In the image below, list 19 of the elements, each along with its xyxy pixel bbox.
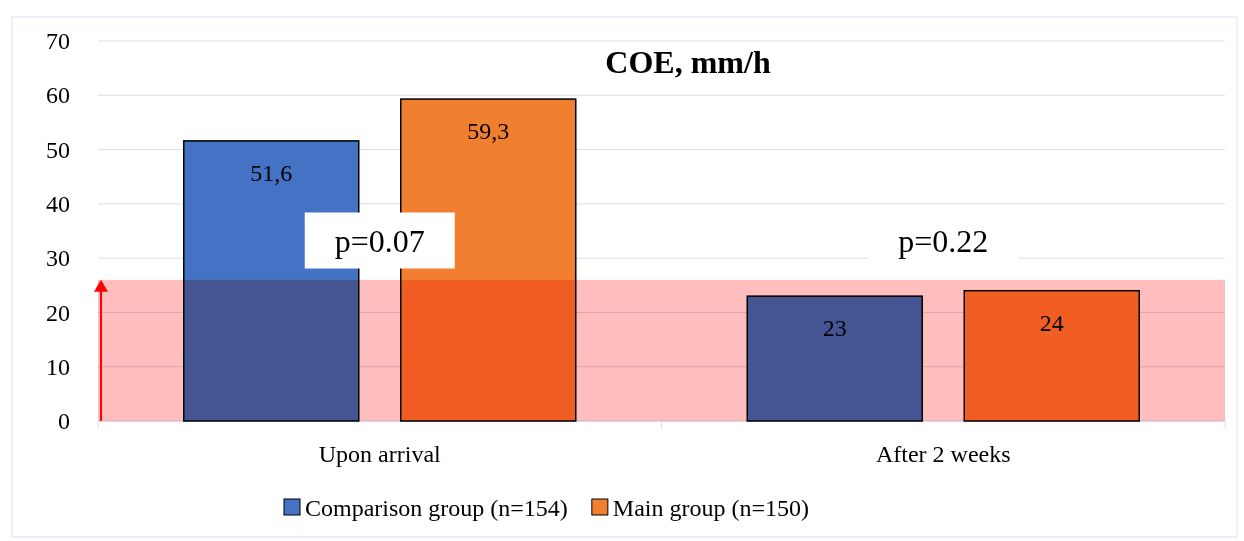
- chart-title: COE, mm/h: [605, 44, 771, 80]
- y-tick-label: 60: [46, 82, 70, 109]
- y-tick-label: 40: [46, 191, 70, 218]
- data-label: 51,6: [250, 159, 293, 186]
- annotation: p=0.22: [898, 222, 989, 259]
- x-tick-label: Upon arrival: [318, 441, 442, 468]
- y-tick-label: 20: [46, 299, 70, 326]
- legend-label: Main group (n=150): [612, 495, 810, 521]
- y-tick-label: 70: [46, 28, 70, 55]
- y-tick-label: 30: [46, 245, 70, 272]
- y-tick-label: 10: [46, 353, 70, 380]
- data-label: 59,3: [467, 118, 510, 145]
- legend-label: Comparison group (n=154): [305, 495, 568, 521]
- annotation: p=0.07: [334, 222, 425, 259]
- x-tick-label: After 2 weeks: [875, 441, 1011, 468]
- data-label: 24: [1039, 309, 1064, 336]
- y-tick-label: 0: [58, 408, 70, 435]
- data-label: 23: [822, 315, 847, 342]
- y-tick-label: 50: [46, 136, 70, 163]
